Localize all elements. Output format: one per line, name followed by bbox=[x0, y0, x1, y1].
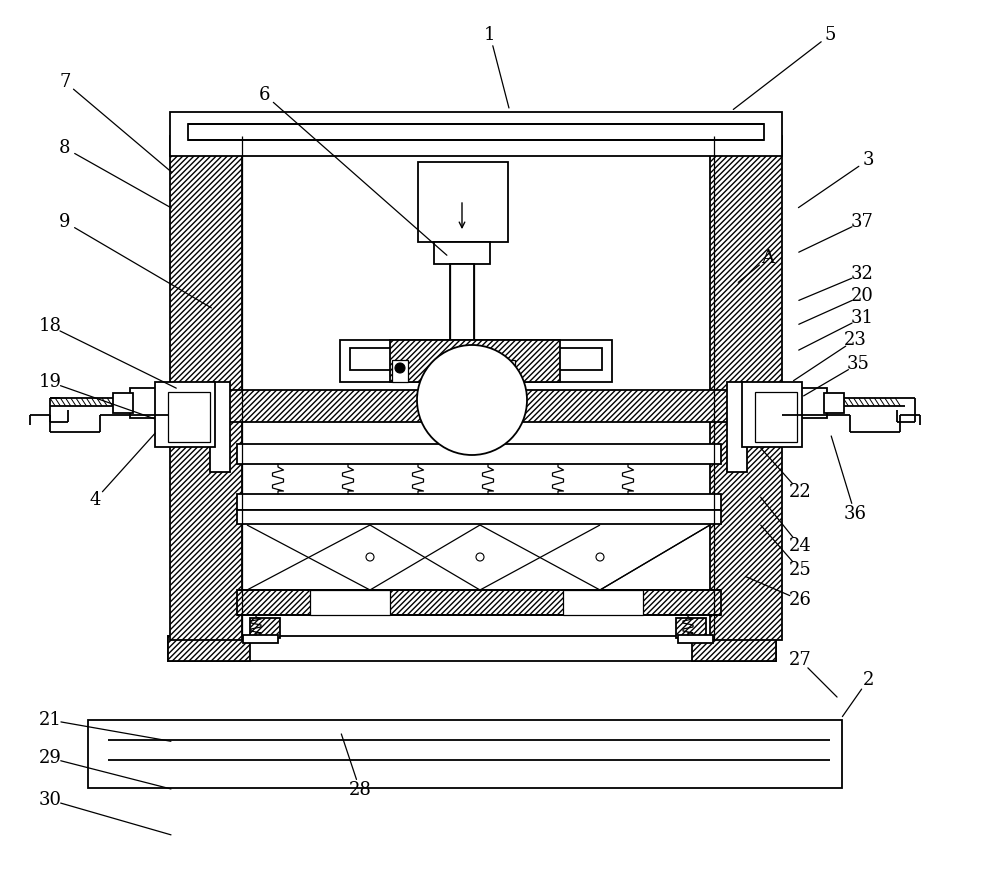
Bar bbox=[155, 382, 215, 447]
Text: 29: 29 bbox=[39, 749, 61, 767]
Text: A: A bbox=[762, 249, 774, 267]
Bar bbox=[243, 635, 278, 643]
Bar bbox=[170, 136, 242, 640]
Text: 8: 8 bbox=[59, 139, 71, 157]
Bar bbox=[350, 348, 602, 370]
Text: 36: 36 bbox=[844, 505, 866, 523]
Circle shape bbox=[395, 363, 405, 373]
Text: 24: 24 bbox=[789, 537, 811, 555]
Bar bbox=[170, 112, 782, 156]
Bar bbox=[450, 264, 474, 359]
Circle shape bbox=[366, 553, 374, 561]
Text: 28: 28 bbox=[349, 781, 371, 799]
Bar bbox=[442, 360, 458, 382]
Bar bbox=[676, 618, 706, 638]
Text: 26: 26 bbox=[789, 591, 811, 609]
Bar bbox=[340, 340, 612, 382]
Bar bbox=[130, 388, 172, 418]
Bar bbox=[785, 388, 827, 418]
Text: 23: 23 bbox=[844, 331, 866, 349]
Bar bbox=[237, 494, 721, 510]
Text: 21: 21 bbox=[39, 711, 61, 729]
Text: 3: 3 bbox=[862, 151, 874, 169]
Text: 30: 30 bbox=[38, 791, 62, 809]
Text: 31: 31 bbox=[850, 309, 874, 327]
Text: 18: 18 bbox=[38, 317, 62, 335]
Bar bbox=[168, 636, 250, 661]
Bar bbox=[88, 720, 842, 788]
Bar bbox=[250, 618, 280, 638]
Bar bbox=[210, 382, 230, 472]
Bar bbox=[434, 242, 490, 264]
Bar bbox=[824, 393, 844, 413]
Circle shape bbox=[445, 363, 455, 373]
Bar bbox=[168, 390, 788, 422]
Text: 9: 9 bbox=[59, 213, 71, 231]
Bar bbox=[390, 340, 560, 382]
Text: 25: 25 bbox=[789, 561, 811, 579]
Circle shape bbox=[596, 553, 604, 561]
Bar bbox=[563, 590, 643, 615]
Bar bbox=[168, 392, 210, 442]
Bar bbox=[678, 635, 713, 643]
Bar bbox=[237, 444, 721, 464]
Text: 35: 35 bbox=[847, 355, 869, 373]
Circle shape bbox=[476, 553, 484, 561]
Text: 32: 32 bbox=[851, 265, 873, 283]
Text: 2: 2 bbox=[862, 671, 874, 689]
Text: 19: 19 bbox=[38, 373, 62, 391]
Bar bbox=[710, 136, 782, 640]
Bar bbox=[188, 124, 764, 140]
Bar bbox=[237, 510, 721, 524]
Bar bbox=[392, 360, 408, 382]
Bar bbox=[168, 636, 776, 661]
Text: 22: 22 bbox=[789, 483, 811, 501]
Bar bbox=[113, 393, 133, 413]
Text: 20: 20 bbox=[851, 287, 873, 305]
Circle shape bbox=[502, 363, 512, 373]
Text: 6: 6 bbox=[259, 86, 271, 104]
Text: 7: 7 bbox=[59, 73, 71, 91]
Bar bbox=[499, 360, 515, 382]
Bar bbox=[742, 382, 802, 447]
Text: 5: 5 bbox=[824, 26, 836, 44]
Text: 37: 37 bbox=[851, 213, 873, 231]
Text: 4: 4 bbox=[89, 491, 101, 509]
Bar bbox=[310, 590, 390, 615]
Circle shape bbox=[417, 345, 527, 455]
Bar bbox=[727, 382, 747, 472]
Bar bbox=[418, 162, 508, 242]
Text: 27: 27 bbox=[789, 651, 811, 669]
Bar bbox=[692, 636, 776, 661]
Text: 1: 1 bbox=[484, 26, 496, 44]
Bar bbox=[237, 590, 721, 615]
Bar bbox=[755, 392, 797, 442]
